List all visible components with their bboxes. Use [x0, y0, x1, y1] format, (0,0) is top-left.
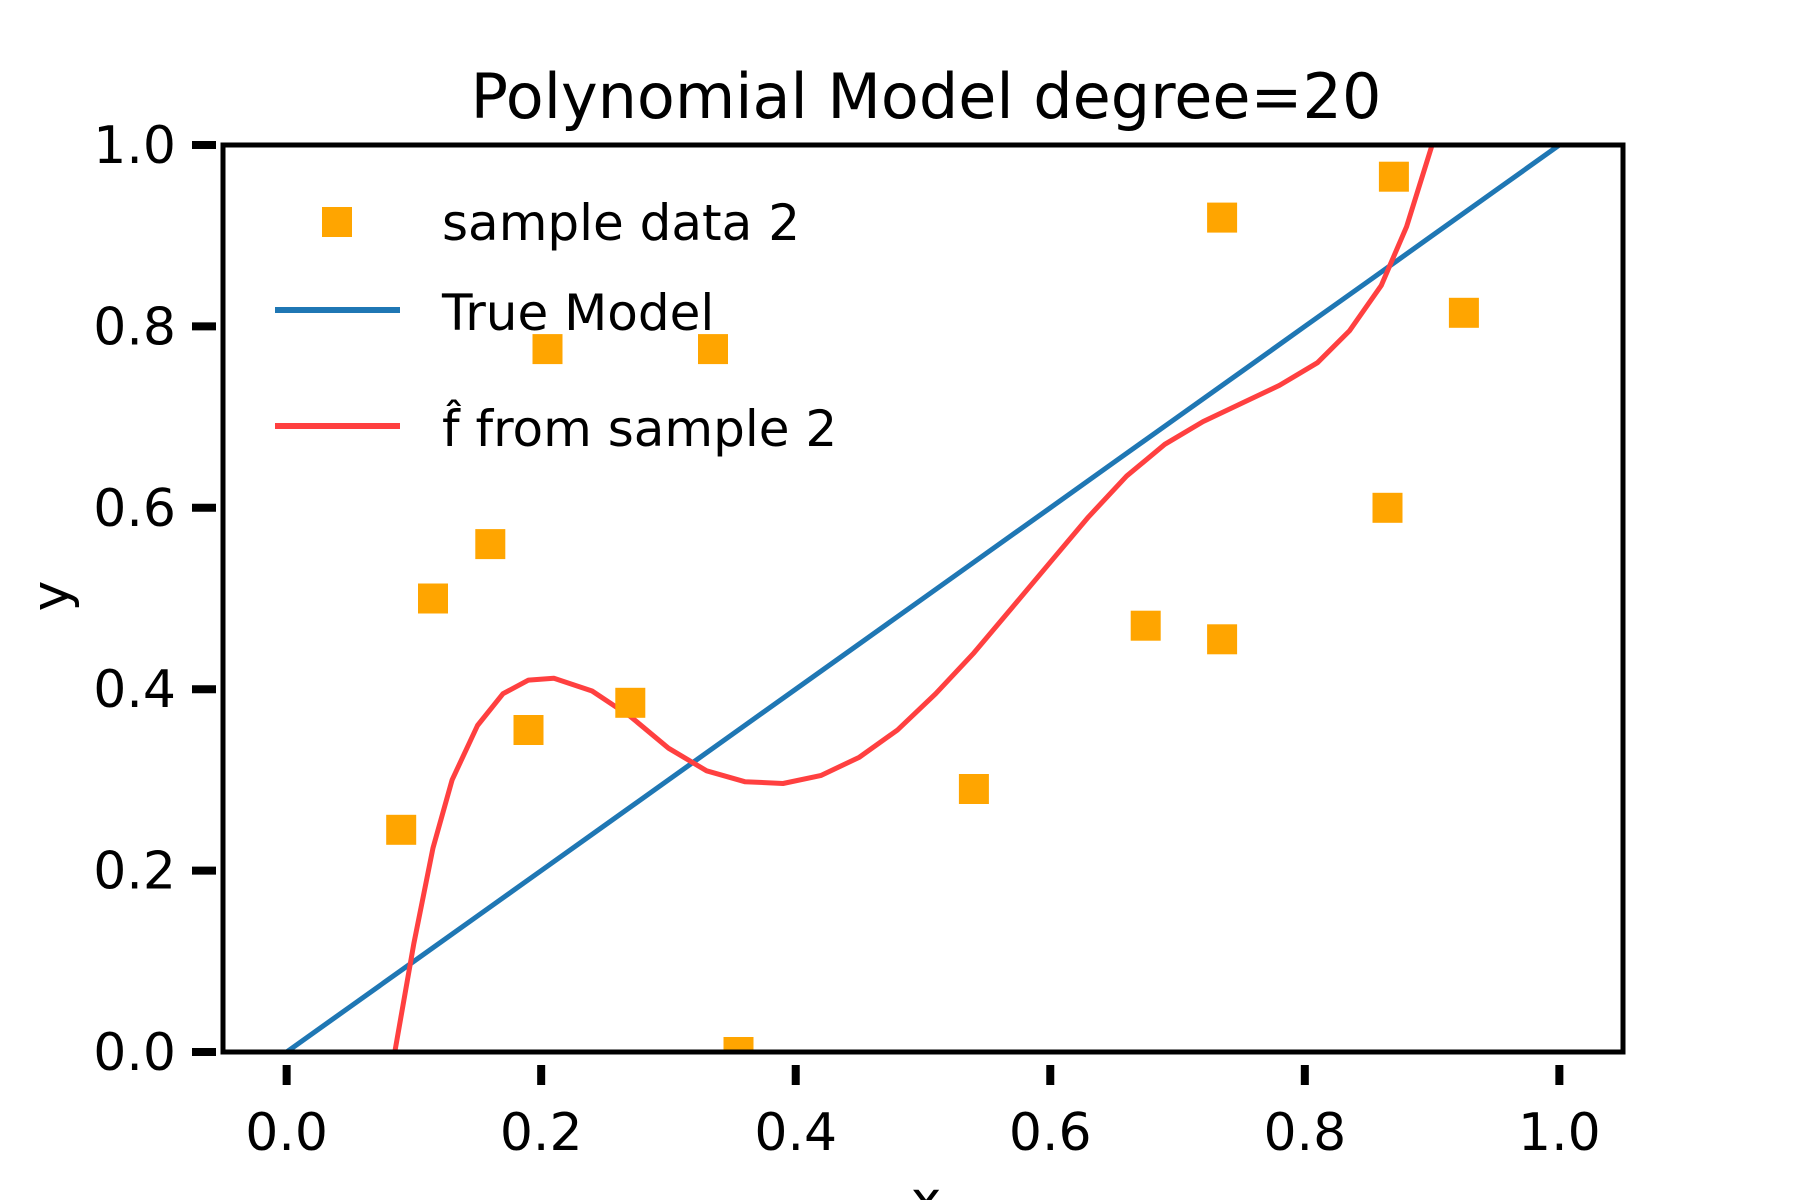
- x-tick-label: 1.0: [1518, 1103, 1601, 1163]
- legend: sample data 2 True Model f̂ from sample …: [275, 194, 837, 458]
- x-axis: 0.0 0.2 0.4 0.6 0.8 1.0: [245, 1065, 1601, 1163]
- y-tick-label: 0.2: [93, 842, 176, 902]
- data-point: [513, 715, 544, 745]
- data-point: [386, 814, 417, 845]
- data-point: [615, 687, 646, 718]
- data-point: [475, 529, 506, 560]
- plot-frame: [220, 142, 1626, 1055]
- y-tick-label: 1.0: [93, 116, 176, 176]
- y-tick-label: 0.0: [93, 1023, 176, 1083]
- x-tick-label: 0.0: [245, 1103, 328, 1163]
- y-tick-label: 0.8: [93, 297, 176, 357]
- legend-marker-sample-data: [322, 207, 352, 237]
- x-tick-label: 0.2: [500, 1103, 583, 1163]
- series-line-1: [284, 145, 1562, 1052]
- x-axis-label: x: [911, 1171, 942, 1200]
- legend-label-sample-data: sample data 2: [442, 194, 800, 252]
- y-axis: 0.0 0.2 0.4 0.6 0.8 1.0: [93, 116, 216, 1083]
- x-tick-label: 0.4: [754, 1103, 837, 1163]
- data-point: [1207, 624, 1238, 655]
- data-point: [698, 334, 728, 365]
- data-point: [532, 334, 563, 365]
- legend-label-fhat: f̂ from sample 2: [442, 399, 837, 458]
- data-point: [1448, 297, 1479, 328]
- data-point: [1378, 161, 1409, 192]
- y-tick-label: 0.6: [93, 479, 176, 539]
- chart-title: Polynomial Model degree=20: [471, 60, 1382, 133]
- legend-label-true-model: True Model: [441, 284, 714, 342]
- y-axis-label: y: [21, 581, 81, 612]
- data-point: [418, 583, 448, 614]
- x-tick-label: 0.6: [1009, 1103, 1092, 1163]
- data-point: [1207, 202, 1238, 233]
- data-point: [723, 1037, 754, 1052]
- data-point: [1372, 492, 1403, 523]
- y-tick-label: 0.4: [93, 660, 176, 720]
- series-line-2: [392, 145, 1435, 1052]
- plot-area: [284, 145, 1562, 1052]
- data-point: [1130, 610, 1161, 641]
- x-tick-label: 0.8: [1263, 1103, 1346, 1163]
- data-point: [958, 774, 989, 804]
